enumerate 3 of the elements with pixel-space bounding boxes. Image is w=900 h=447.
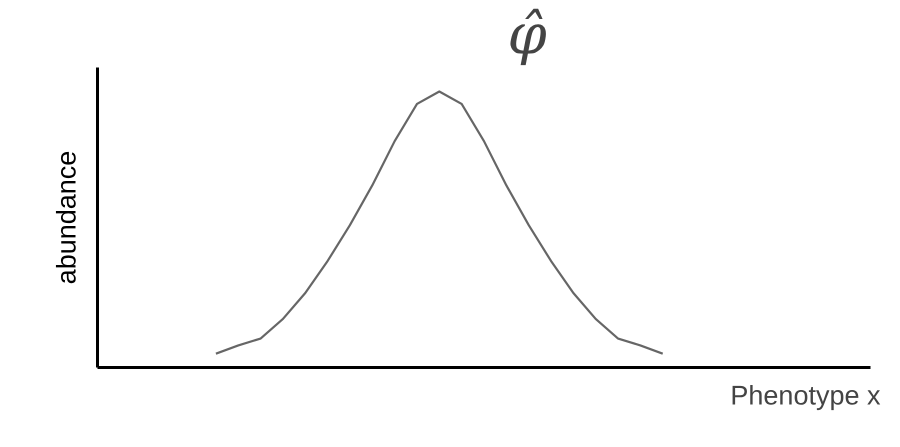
text: φ̂: [508, 2, 547, 68]
x-axis-title: Phenotype x: [730, 380, 881, 410]
y-axis-title: abundance: [52, 150, 82, 284]
